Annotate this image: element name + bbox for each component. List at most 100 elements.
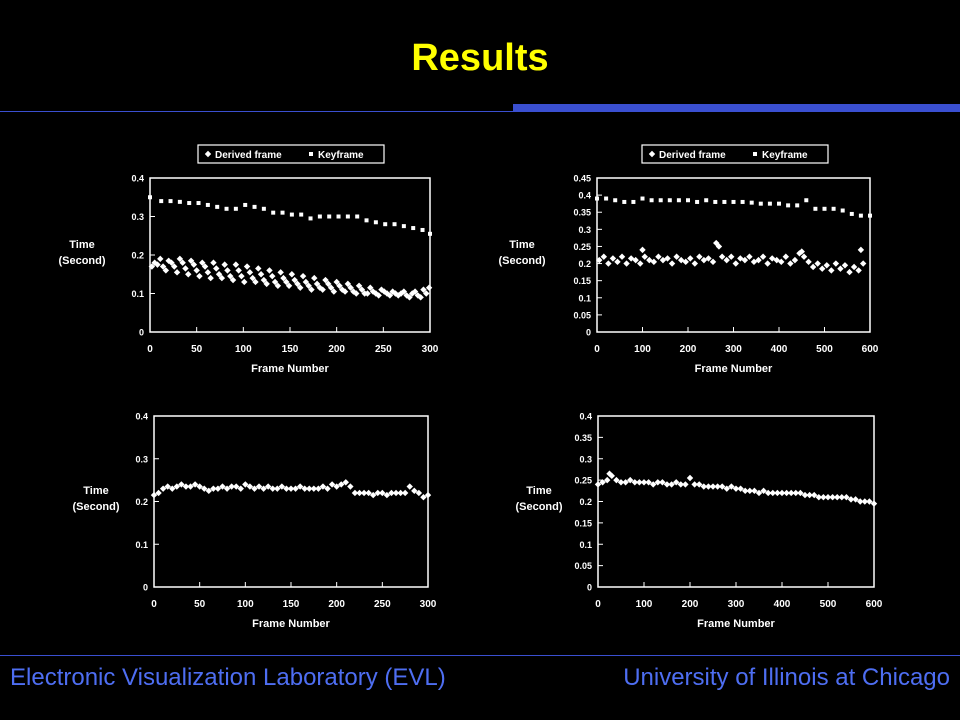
data-point	[168, 259, 175, 266]
data-point	[732, 485, 740, 492]
data-point	[857, 246, 865, 254]
data-point	[238, 272, 245, 280]
data-point	[201, 263, 209, 270]
data-point	[204, 269, 212, 276]
data-point	[859, 260, 867, 267]
data-point	[737, 485, 744, 492]
data-point	[700, 483, 707, 490]
data-point	[749, 200, 754, 205]
data-point	[246, 269, 254, 276]
data-point	[645, 479, 652, 486]
data-point	[257, 271, 265, 278]
data-point	[260, 485, 267, 492]
data-point	[215, 271, 223, 278]
data-point	[296, 483, 304, 490]
y-tick-label: 0.3	[578, 225, 591, 235]
data-point	[420, 494, 427, 501]
data-point	[308, 286, 315, 293]
data-point	[148, 263, 156, 270]
data-point	[769, 489, 776, 497]
data-point	[233, 206, 238, 211]
data-point	[196, 483, 203, 490]
data-point	[627, 476, 634, 484]
data-point	[746, 253, 753, 260]
legend-marker	[204, 150, 212, 158]
data-point	[305, 282, 312, 289]
data-point	[210, 259, 217, 266]
x-axis-label: Frame Number	[252, 618, 330, 630]
data-point	[714, 483, 721, 490]
data-point	[162, 267, 170, 274]
data-point	[251, 485, 258, 492]
data-point	[847, 496, 855, 503]
y-axis-label: (Second)	[515, 501, 562, 513]
y-tick-label: 0.1	[131, 289, 144, 299]
legend-marker	[753, 152, 757, 156]
data-point	[271, 210, 276, 215]
data-point	[373, 220, 378, 225]
legend-label: Derived frame	[659, 150, 726, 161]
data-point	[274, 485, 281, 492]
data-point	[617, 479, 625, 486]
data-point	[232, 261, 240, 268]
data-point	[792, 489, 799, 497]
data-point	[328, 481, 336, 488]
y-tick-label: 0.05	[573, 310, 591, 320]
y-tick-label: 0.4	[131, 174, 144, 184]
data-point	[861, 498, 868, 505]
data-point	[425, 284, 433, 291]
y-tick-label: 0.1	[578, 293, 591, 303]
data-point	[243, 263, 251, 270]
data-point	[311, 274, 318, 282]
data-point	[336, 282, 343, 289]
data-point	[364, 290, 371, 297]
data-point	[182, 265, 189, 272]
x-tick-label: 600	[866, 599, 883, 610]
data-point	[214, 485, 222, 492]
data-point	[800, 253, 808, 260]
y-tick-label: 0	[139, 328, 144, 338]
data-point	[637, 260, 644, 267]
data-point	[751, 487, 758, 495]
x-tick-label: 250	[374, 599, 391, 610]
y-axis-label: Time	[509, 239, 534, 251]
data-point	[805, 258, 812, 266]
data-point	[355, 214, 360, 219]
data-point	[306, 485, 313, 492]
plot-frame	[597, 415, 875, 588]
data-point	[364, 218, 369, 223]
data-point	[423, 290, 430, 297]
data-point	[676, 198, 681, 203]
data-point	[760, 487, 767, 495]
data-point	[269, 272, 276, 280]
data-point	[333, 278, 340, 286]
data-point	[787, 260, 794, 267]
data-point	[193, 267, 200, 274]
footer-university: University of Illinois at Chicago	[623, 664, 950, 691]
data-point	[207, 274, 214, 282]
data-point	[613, 198, 618, 203]
data-point	[358, 286, 366, 293]
data-point	[687, 255, 694, 262]
data-point	[242, 481, 249, 488]
data-point	[261, 206, 266, 211]
data-point	[150, 491, 158, 499]
data-point	[604, 476, 611, 484]
y-axis-label: (Second)	[58, 255, 105, 267]
data-point	[218, 274, 226, 282]
data-point	[696, 481, 703, 488]
data-point	[768, 255, 776, 262]
data-point	[278, 483, 286, 490]
data-point	[237, 485, 244, 492]
y-tick-label: 0.2	[579, 497, 592, 507]
y-tick-label: 0.1	[135, 540, 148, 550]
data-point	[171, 263, 178, 270]
data-point	[406, 483, 413, 490]
data-point	[709, 258, 717, 266]
data-point	[215, 204, 220, 209]
data-point	[811, 491, 818, 499]
footer-lab-name: Electronic Visualization Laboratory (EVL…	[10, 664, 446, 691]
y-tick-label: 0.45	[573, 174, 591, 184]
x-tick-label: 250	[375, 344, 392, 355]
data-point	[673, 479, 680, 486]
